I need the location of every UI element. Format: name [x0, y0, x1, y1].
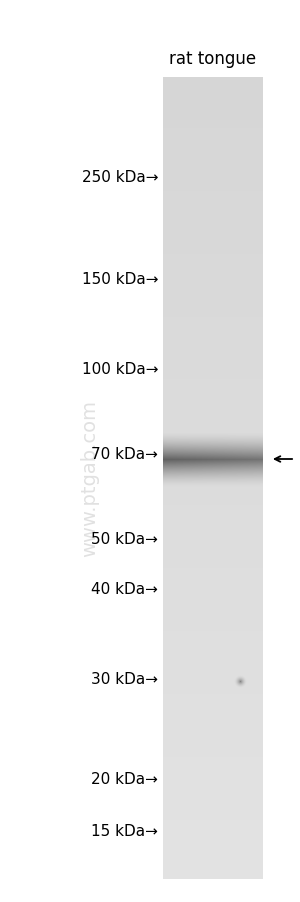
Text: 250 kDa→: 250 kDa→ [82, 170, 158, 185]
Text: 20 kDa→: 20 kDa→ [91, 771, 158, 787]
Text: 30 kDa→: 30 kDa→ [91, 672, 158, 686]
Text: rat tongue: rat tongue [169, 50, 256, 68]
Text: www.ptgab.com: www.ptgab.com [80, 400, 100, 557]
Text: 15 kDa→: 15 kDa→ [91, 824, 158, 839]
Text: 100 kDa→: 100 kDa→ [82, 362, 158, 377]
Text: 70 kDa→: 70 kDa→ [91, 447, 158, 462]
Text: 50 kDa→: 50 kDa→ [91, 532, 158, 547]
Text: 150 kDa→: 150 kDa→ [82, 272, 158, 287]
Text: 40 kDa→: 40 kDa→ [91, 582, 158, 597]
